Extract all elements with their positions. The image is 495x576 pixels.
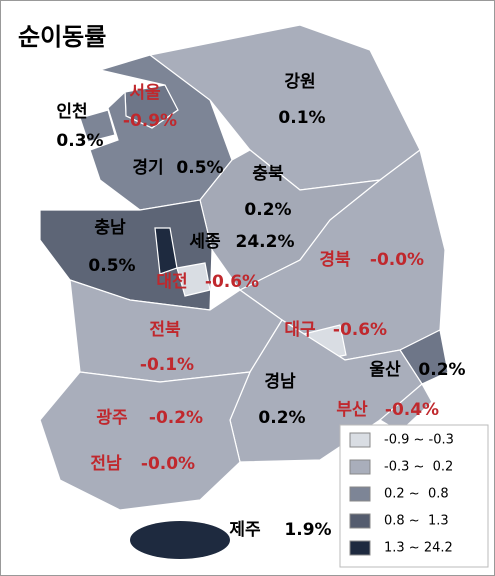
region-value: 24.2% bbox=[236, 232, 295, 252]
region-value: 0.5% bbox=[88, 256, 135, 276]
region-name: 충남 bbox=[94, 218, 126, 238]
legend-label: -0.3 ~ 0.2 bbox=[384, 460, 453, 475]
region-name: 인천 bbox=[56, 102, 87, 122]
region-name: 충북 bbox=[252, 164, 284, 184]
region-value: 0.5% bbox=[176, 158, 223, 178]
region-value: -0.0% bbox=[141, 454, 195, 474]
map-title: 순이동률 bbox=[18, 23, 106, 51]
legend-swatch bbox=[349, 432, 371, 448]
region-value: -0.6% bbox=[205, 272, 259, 292]
region-name: 대전 bbox=[156, 272, 187, 292]
region-name: 전남 bbox=[90, 454, 122, 474]
region-name: 경남 bbox=[264, 372, 296, 392]
legend-label: 1.3 ~ 24.2 bbox=[384, 541, 453, 556]
region-name: 경기 bbox=[132, 158, 163, 178]
region-name: 전북 bbox=[149, 320, 181, 340]
legend-label: 0.2 ~ 0.8 bbox=[384, 487, 449, 502]
region-value: 1.9% bbox=[284, 520, 331, 540]
region-value: 0.2% bbox=[258, 408, 305, 428]
region bbox=[79, 109, 116, 143]
region-value: -0.6% bbox=[333, 320, 387, 340]
legend-swatch bbox=[349, 486, 371, 502]
region bbox=[176, 262, 211, 297]
region-value: -0.4% bbox=[385, 400, 439, 420]
region-name: 대구 bbox=[284, 320, 316, 340]
region-value: 0.3% bbox=[56, 131, 103, 151]
labels: 서울 -0.9% 인천 0.3% 경기 0.5% 강원 0.1% 충북 0.2% 충남 0.5% 세종 2… bbox=[56, 72, 465, 540]
legend-swatch bbox=[349, 513, 371, 529]
region-value: 0.1% bbox=[278, 108, 325, 128]
region-name: 부산 bbox=[336, 400, 368, 420]
legend: -0.9 ~ -0.3 -0.3 ~ 0.2 0.2 ~ 0.8 0.8 ~ 1.3 1… bbox=[339, 424, 489, 568]
region-name: 울산 bbox=[369, 360, 401, 380]
region-value: -0.1% bbox=[140, 355, 194, 375]
regions bbox=[39, 24, 449, 559]
region-name: 경북 bbox=[319, 250, 351, 270]
legend-label: -0.9 ~ -0.3 bbox=[384, 433, 454, 448]
legend-swatch bbox=[349, 459, 371, 475]
region bbox=[130, 521, 230, 559]
region-name: 광주 bbox=[96, 408, 128, 428]
region bbox=[89, 54, 233, 211]
legend-label: 0.8 ~ 1.3 bbox=[384, 514, 449, 529]
region bbox=[39, 371, 251, 511]
region-name: 강원 bbox=[284, 72, 315, 92]
region-name: 세종 bbox=[189, 232, 221, 252]
region-name: 서울 bbox=[129, 83, 161, 103]
region-value: -0.9% bbox=[123, 111, 177, 131]
legend-swatch bbox=[349, 540, 371, 556]
region-value: -0.2% bbox=[149, 408, 203, 428]
region-value: 0.2% bbox=[244, 200, 291, 220]
region-value: -0.0% bbox=[370, 250, 424, 270]
region-value: 0.2% bbox=[418, 360, 465, 380]
region-name: 제주 bbox=[229, 520, 261, 540]
